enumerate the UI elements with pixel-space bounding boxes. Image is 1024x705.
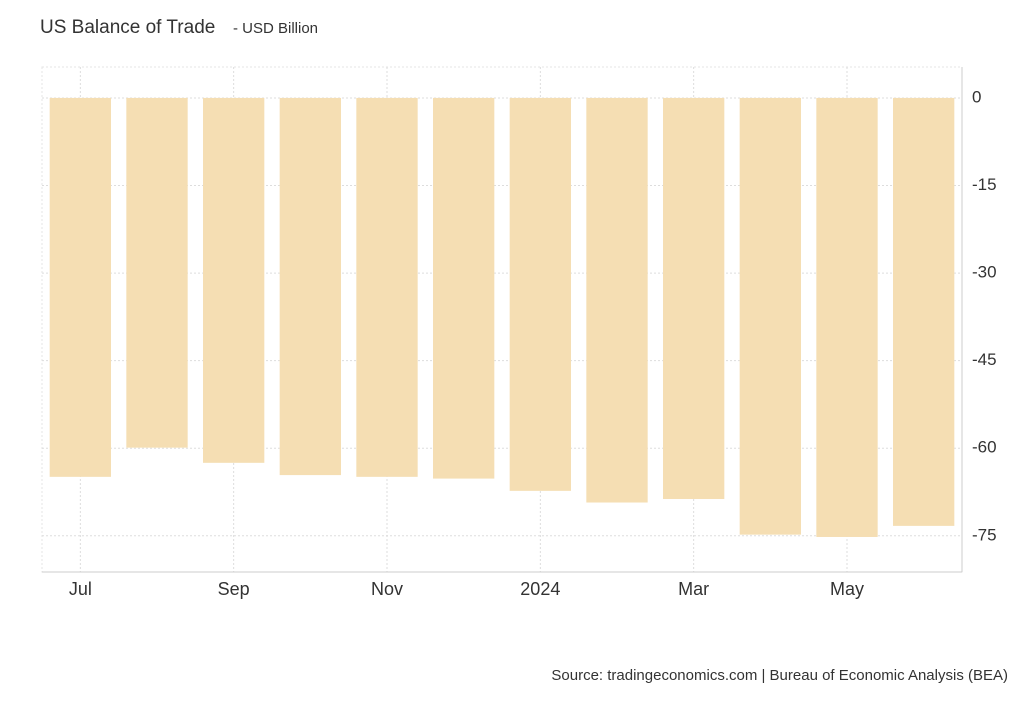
y-tick-label: -45 (972, 350, 997, 369)
bar (509, 97, 571, 491)
bar (586, 97, 648, 503)
x-tick-label: Nov (371, 579, 403, 599)
y-tick-label: -60 (972, 438, 997, 457)
y-tick-label: -15 (972, 175, 997, 194)
bar (279, 97, 341, 476)
y-tick-label: -30 (972, 263, 997, 282)
bar (356, 97, 418, 477)
x-tick-label: Mar (678, 579, 709, 599)
y-tick-label: -75 (972, 525, 997, 544)
source: Source: tradingeconomics.com | Bureau of… (551, 667, 1008, 684)
x-tick-label: Jul (69, 579, 92, 599)
bar (49, 97, 111, 477)
bar (433, 97, 495, 479)
y-tick-label: 0 (972, 87, 981, 106)
bar (126, 97, 188, 448)
bar (739, 97, 801, 535)
chart-title: US Balance of Trade (40, 17, 215, 38)
x-tick-label: 2024 (520, 579, 560, 599)
bar (816, 97, 878, 537)
bar (663, 97, 725, 500)
x-tick-label: May (830, 579, 864, 599)
x-tick-label: Sep (218, 579, 250, 599)
chart-subtitle: - USD Billion (233, 20, 318, 37)
bar (203, 97, 265, 463)
bar (893, 97, 955, 526)
